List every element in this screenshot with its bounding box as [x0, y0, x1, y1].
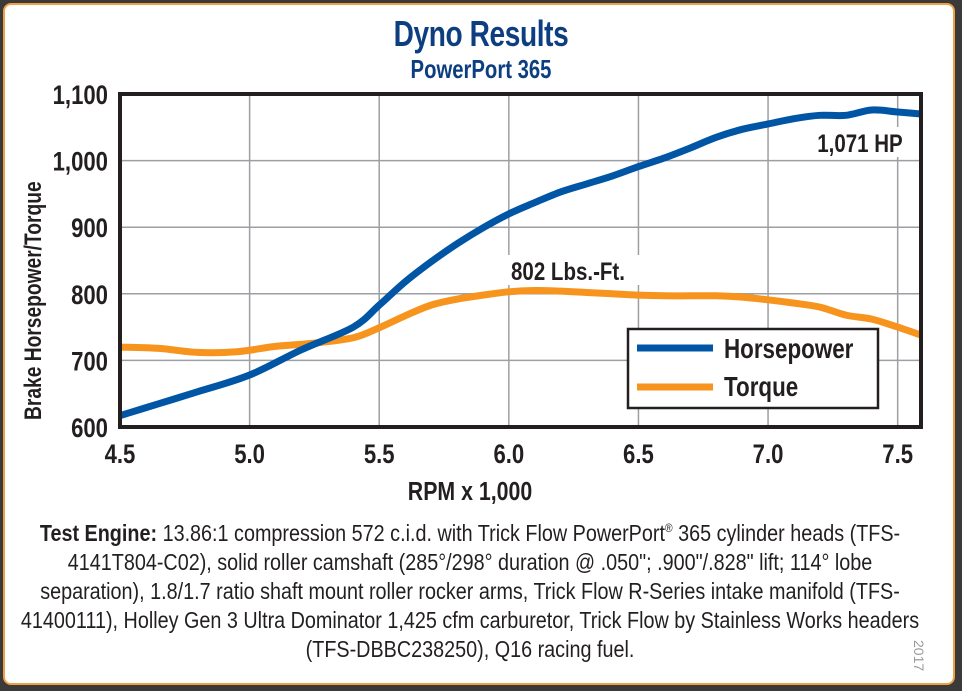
- x-tick-label: 5.5: [364, 440, 395, 470]
- torque-peak-annotation: 802 Lbs.-Ft.: [511, 257, 625, 285]
- year-label: 2017: [911, 640, 927, 672]
- y-tick-label: 600: [71, 414, 108, 444]
- y-tick-label: 1,100: [53, 81, 108, 111]
- y-tick-label: 700: [71, 347, 108, 377]
- y-tick-label: 800: [71, 281, 108, 311]
- x-tick-label: 7.5: [882, 440, 913, 470]
- series-lines: [118, 106, 923, 420]
- x-tick-label: 7.0: [753, 440, 784, 470]
- caption-lead: Test Engine:: [39, 520, 158, 546]
- x-tick-labels: 4.5 5.0 5.5 6.0 6.5 7.0 7.5: [105, 440, 914, 470]
- x-tick-label: 6.0: [493, 440, 524, 470]
- series-line-torque: [119, 286, 923, 357]
- test-engine-caption: Test Engine: 13.86:1 compression 572 c.i…: [20, 514, 920, 664]
- caption-text-2: 365 cylinder heads (TFS-4141T804-C02), s…: [20, 520, 920, 662]
- hp-peak-annotation: 1,071 HP: [817, 129, 902, 157]
- y-tick-label: 900: [71, 214, 108, 244]
- y-tick-label: 1,000: [53, 148, 108, 178]
- x-axis-label: RPM x 1,000: [408, 477, 532, 507]
- plot-frame: [118, 92, 923, 429]
- series-line-horsepower: [118, 106, 922, 420]
- x-tick-label: 4.5: [105, 440, 136, 470]
- legend-label-horsepower: Horsepower: [724, 334, 854, 365]
- registered-mark: ®: [664, 521, 673, 535]
- chart-title: Dyno Results: [393, 13, 569, 54]
- annotations: 1,071 HP 802 Lbs.-Ft.: [494, 127, 914, 285]
- caption-text-1: 13.86:1 compression 572 c.i.d. with Tric…: [157, 520, 665, 546]
- x-tick-label: 5.0: [234, 440, 265, 470]
- hp-annotation-bg: [806, 127, 914, 157]
- y-tick-labels: 600 700 800 900 1,000 1,100: [53, 81, 108, 444]
- legend-label-torque: Torque: [724, 372, 798, 403]
- torque-annotation-bg: [494, 255, 640, 285]
- chart-subtitle: PowerPort 365: [410, 54, 552, 84]
- legend: Horsepower Torque: [626, 327, 880, 410]
- x-tick-label: 6.5: [623, 440, 654, 470]
- legend-box: [626, 327, 880, 410]
